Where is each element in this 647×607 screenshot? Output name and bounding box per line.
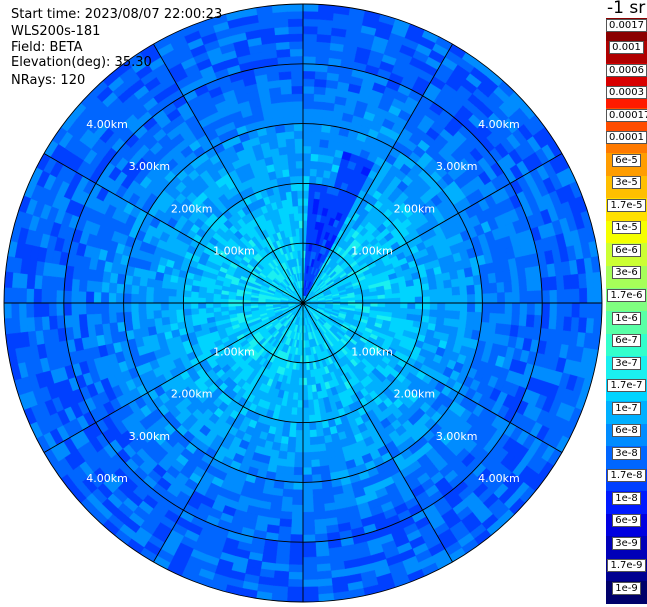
colorbar-tick-label: 1.7e-6 xyxy=(606,288,647,303)
field-label: Field: BETA xyxy=(11,40,83,55)
range-ring-label: 1.00km xyxy=(351,245,393,258)
instrument-label: WLS200s-181 xyxy=(11,24,101,39)
range-ring-label: 3.00km xyxy=(129,430,171,443)
start-time-label: Start time: 2023/08/07 22:00:23 xyxy=(11,7,223,22)
colorbar-tick-label: 6e-6 xyxy=(606,243,647,258)
range-ring-label: 3.00km xyxy=(436,430,478,443)
colorbar-tick-label: 1e-8 xyxy=(606,491,647,506)
colorbar-tick-label: 3e-5 xyxy=(606,176,647,190)
range-ring-label: 1.00km xyxy=(213,245,255,258)
colorbar-tick-label: 3e-8 xyxy=(606,446,647,461)
colorbar-tick-label: 1.7e-7 xyxy=(606,379,647,393)
range-ring-labels: 1.00km 1.00km 1.00km 1.00km 2.00km 2.00km 2.00… xyxy=(44,76,562,528)
colorbar-tick-label: 3e-9 xyxy=(606,536,647,551)
range-ring-label: 5.00km xyxy=(520,514,562,527)
colorbar-tick-label: 0.0003 xyxy=(606,86,647,100)
colorbar-tick-label: 6e-7 xyxy=(606,334,647,348)
colorbar-tick-label: 1e-9 xyxy=(606,581,647,596)
range-ring-label: 2.00km xyxy=(394,388,436,401)
nrays-label: NRays: 120 xyxy=(11,73,86,88)
range-ring-label: 2.00km xyxy=(394,202,436,215)
range-ring-label: 3.00km xyxy=(129,160,171,173)
colorbar-tick-label: 1e-5 xyxy=(606,221,647,235)
colorbar-tick-label: 0.0001 xyxy=(606,131,647,145)
elevation-label: Elevation(deg): 35.30 xyxy=(11,55,152,70)
range-ring-label: 5.00km xyxy=(44,76,86,89)
azimuth-spoke xyxy=(153,302,304,563)
azimuth-spoke xyxy=(43,302,304,453)
colorbar-tick-label: 1e-6 xyxy=(606,311,647,326)
colorbar-tick-label: 6e-5 xyxy=(606,153,647,168)
colorbar-tick-label: 1.7e-9 xyxy=(606,559,647,573)
colorbar-tick-label: 1.7e-5 xyxy=(606,198,647,213)
colorbar: 0.0017 0.001 0.0006 0.0003 0.00017 0.0001 6e-5… xyxy=(606,18,647,605)
range-ring-label: 3.00km xyxy=(436,160,478,173)
range-ring-label: 4.00km xyxy=(478,118,520,131)
range-ring-label: 5.00km xyxy=(520,76,562,89)
range-ring-label: 5.00km xyxy=(44,514,86,527)
colorbar-unit-label: -1 sr xyxy=(607,0,646,18)
colorbar-tick-label: 1e-7 xyxy=(606,401,647,416)
azimuth-spoke xyxy=(43,153,304,304)
range-ring-label: 1.00km xyxy=(351,345,393,358)
ppi-data-cells xyxy=(3,3,603,603)
colorbar-tick-label: 3e-6 xyxy=(606,266,647,280)
colorbar-tick-label: 0.0006 xyxy=(606,63,647,78)
azimuth-spoke xyxy=(153,43,304,304)
colorbar-tick-label: 1.7e-8 xyxy=(606,469,647,483)
azimuth-spoke xyxy=(302,43,453,304)
ppi-grid xyxy=(3,3,603,603)
ppi-cell-group xyxy=(304,151,372,297)
colorbar-tick-label: 0.001 xyxy=(606,41,647,55)
colorbar-tick-label: 6e-9 xyxy=(606,514,647,528)
range-ring-label: 1.00km xyxy=(213,345,255,358)
range-ring-label: 2.00km xyxy=(171,202,213,215)
range-ring-label: 4.00km xyxy=(478,472,520,485)
azimuth-spoke xyxy=(302,302,453,563)
range-ring-label: 4.00km xyxy=(86,118,128,131)
azimuth-spoke xyxy=(302,302,563,453)
colorbar-tick-label: 6e-8 xyxy=(606,424,647,438)
range-ring-label: 4.00km xyxy=(86,472,128,485)
range-ring-label: 2.00km xyxy=(171,388,213,401)
colorbar-tick-label: 0.00017 xyxy=(606,108,647,123)
colorbar-tick-label: 3e-7 xyxy=(606,356,647,371)
colorbar-tick-label: 0.0017 xyxy=(606,18,647,33)
azimuth-spoke xyxy=(302,153,563,304)
